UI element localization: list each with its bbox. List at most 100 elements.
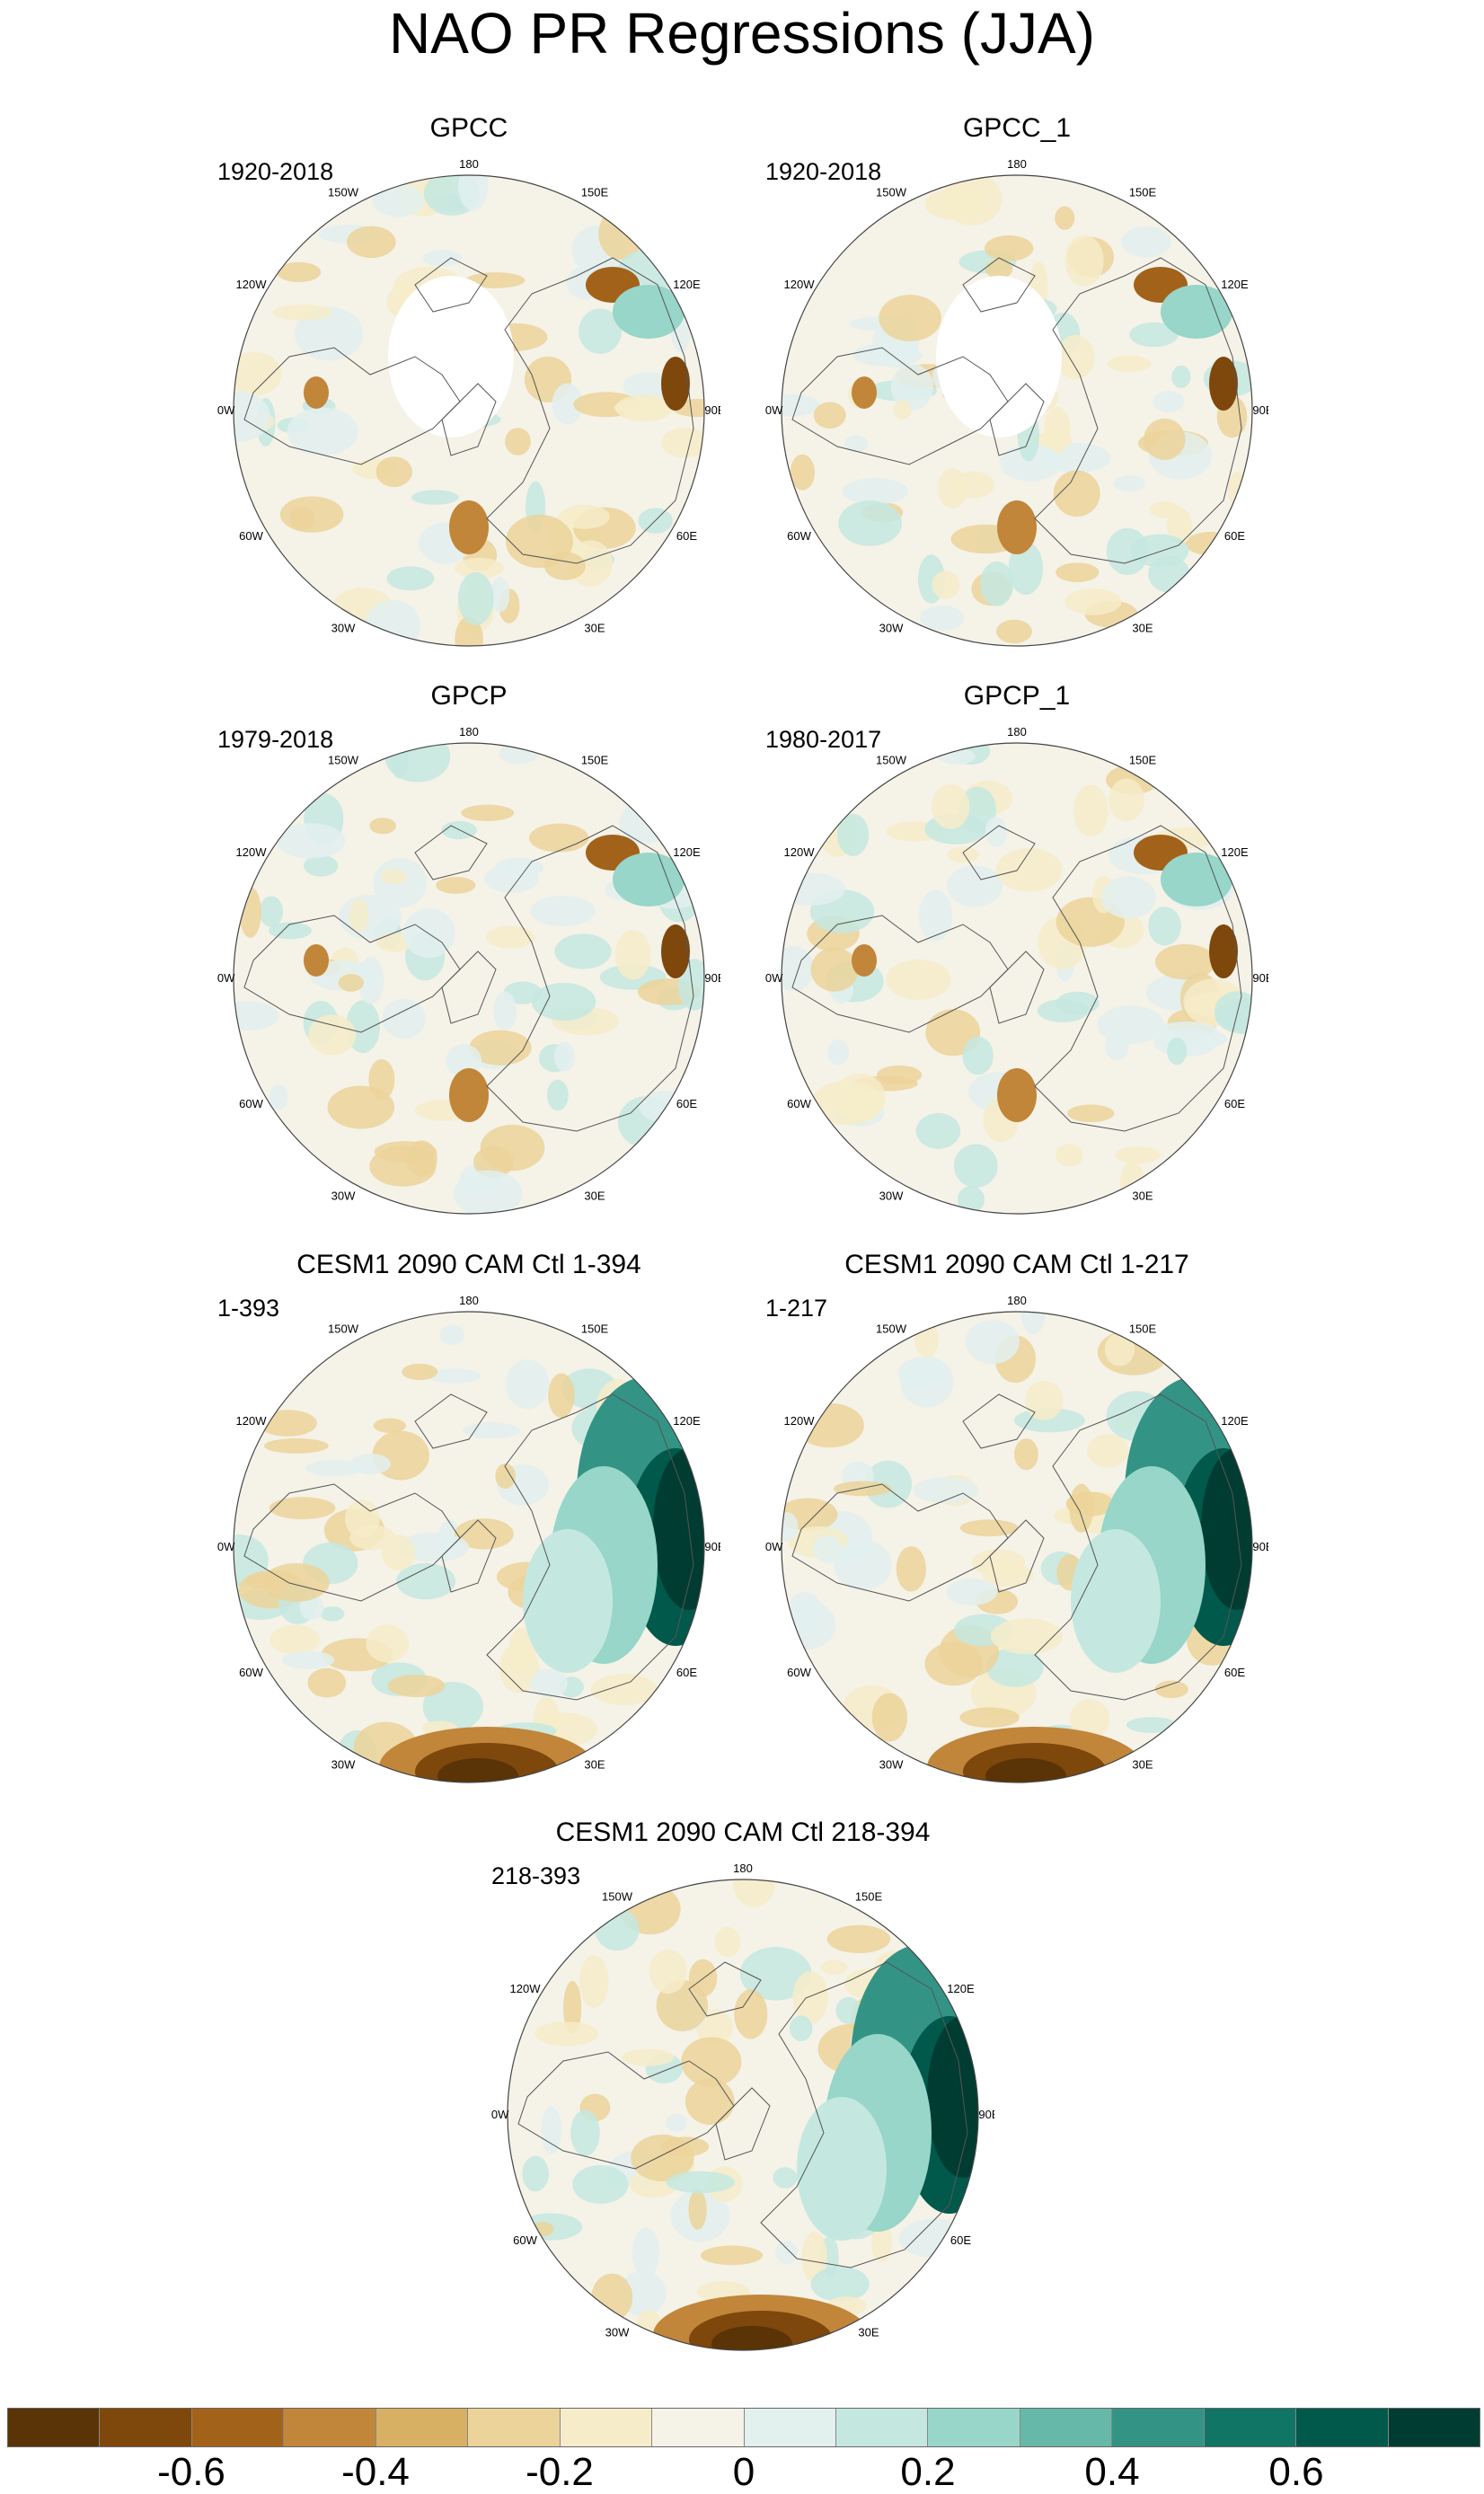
longitude-label: 90E [1252, 971, 1268, 985]
longitude-label: 60E [676, 529, 697, 543]
colorbar-swatch [560, 2409, 653, 2446]
longitude-label: 150E [855, 1890, 883, 1904]
longitude-label: 90E [704, 403, 720, 417]
colorbar-tick-label: -0.4 [341, 2450, 410, 2494]
colorbar-swatch [284, 2409, 376, 2446]
longitude-label: 120E [1221, 1414, 1249, 1428]
longitude-label: 150E [1129, 1322, 1157, 1336]
polar-map: 180 150E 120E 90E 60E 30E 0 30W 60W 90W 120W 150W [217, 725, 720, 1219]
longitude-label: 60W [239, 1666, 263, 1679]
longitude-label: 150E [581, 186, 609, 199]
map-panel-gpcc: 180 150E 120E 90E 60E 30E 0 30W 60W 90W 120W 150W G… [217, 112, 720, 651]
longitude-label: 180 [1007, 725, 1027, 738]
longitude-label: 150E [1129, 186, 1157, 199]
longitude-label: 150E [1129, 754, 1157, 767]
longitude-label: 0 [1013, 1217, 1020, 1219]
longitude-label: 60E [1224, 1666, 1245, 1679]
longitude-label: 90E [1252, 1540, 1268, 1553]
longitude-label: 30E [584, 1189, 605, 1202]
colorbar-swatch [835, 2409, 929, 2446]
panel-range: 1-393 [217, 1295, 280, 1322]
longitude-label: 30W [331, 1189, 356, 1202]
colorbar-swatch [375, 2409, 469, 2446]
longitude-label: 30E [1132, 1757, 1153, 1771]
map-panel-gpcp: 180 150E 120E 90E 60E 30E 0 30W 60W 90W 120W 150W G… [217, 680, 720, 1219]
panel-range: 1920-2018 [217, 158, 334, 185]
longitude-label: 150E [581, 754, 609, 767]
longitude-label: 30E [584, 1757, 605, 1771]
longitude-label: 60W [513, 2233, 537, 2247]
panel-title: CESM1 2090 CAM Ctl 218-394 [555, 1817, 931, 1847]
longitude-label: 120W [236, 845, 268, 859]
figure-title: NAO PR Regressions (JJA) [389, 1, 1095, 66]
longitude-label: 60E [676, 1666, 697, 1679]
colorbar-swatch [1204, 2409, 1297, 2446]
longitude-label: 120E [673, 845, 701, 859]
longitude-label: 150W [602, 1890, 633, 1904]
longitude-label: 150W [876, 754, 907, 767]
longitude-label: 90E [978, 2108, 994, 2121]
longitude-label: 90W [217, 403, 235, 417]
colorbar-tick-label: 0.2 [900, 2450, 956, 2494]
panel-range: 1920-2018 [765, 158, 882, 185]
map-panel-gpcp-1: 180 150E 120E 90E 60E 30E 0 30W 60W 90W 120W 150W G… [765, 680, 1268, 1219]
colorbar-swatch [652, 2409, 745, 2446]
longitude-label: 0 [465, 1217, 472, 1219]
longitude-label: 120W [784, 845, 816, 859]
longitude-label: 0 [465, 650, 472, 651]
longitude-label: 30W [331, 621, 356, 634]
longitude-label: 90E [704, 1540, 720, 1553]
longitude-label: 30E [1132, 1189, 1153, 1202]
colorbar-tick-label: 0 [732, 2450, 755, 2494]
longitude-label: 30W [879, 1189, 904, 1202]
polar-map: 180 150E 120E 90E 60E 30E 0 30W 60W 90W 120W 150W [217, 1294, 720, 1788]
longitude-label: 150W [328, 754, 359, 767]
longitude-label: 60W [239, 529, 263, 543]
longitude-label: 90W [765, 1540, 783, 1553]
longitude-label: 90W [217, 971, 235, 985]
map-panel-gpcc-1: 180 150E 120E 90E 60E 30E 0 30W 60W 90W 120W 150W G… [765, 112, 1268, 651]
longitude-label: 30W [605, 2325, 630, 2339]
longitude-label: 60W [787, 1666, 811, 1679]
longitude-label: 0 [465, 1786, 472, 1788]
map-panel-cesm1-1-394: 180 150E 120E 90E 60E 30E 0 30W 60W 90W 120W 150W C… [217, 1249, 720, 1788]
colorbar-swatch [1112, 2409, 1205, 2446]
panel-range: 1979-2018 [217, 726, 334, 753]
colorbar-swatch [191, 2409, 285, 2446]
longitude-label: 120E [1221, 845, 1249, 859]
polar-map: 180 150E 120E 90E 60E 30E 0 30W 60W 90W 120W 150W [217, 157, 720, 651]
colorbar-tick-label: 0.4 [1084, 2450, 1140, 2494]
longitude-label: 0 [1013, 650, 1020, 651]
polar-map: 180 150E 120E 90E 60E 30E 0 30W 60W 90W 120W 150W [765, 1294, 1268, 1788]
longitude-label: 30E [1132, 621, 1153, 634]
longitude-label: 30E [584, 621, 605, 634]
longitude-label: 120W [236, 1414, 268, 1428]
panel-title: CESM1 2090 CAM Ctl 1-217 [844, 1250, 1189, 1279]
longitude-label: 150W [328, 186, 359, 199]
polar-map: 180 150E 120E 90E 60E 30E 0 30W 60W 90W 120W 150W [765, 725, 1268, 1219]
colorbar-swatch [1296, 2409, 1389, 2446]
panel-title: GPCC [429, 113, 508, 143]
panel-range: 1980-2017 [765, 726, 882, 753]
longitude-label: 120E [1221, 278, 1249, 291]
colorbar-tick-label: -0.6 [157, 2450, 225, 2494]
colorbar-tick-label: 0.6 [1268, 2450, 1324, 2494]
longitude-label: 150W [876, 1322, 907, 1336]
longitude-label: 60E [676, 1097, 697, 1110]
longitude-label: 180 [1007, 157, 1027, 171]
longitude-label: 180 [459, 1294, 479, 1307]
longitude-label: 120W [510, 1982, 542, 1995]
polar-map: 180 150E 120E 90E 60E 30E 0 30W 60W 90W 120W 150W [765, 157, 1268, 651]
colorbar-swatch [1020, 2409, 1113, 2446]
longitude-label: 120W [784, 1414, 816, 1428]
longitude-label: 90W [765, 403, 783, 417]
longitude-label: 120E [673, 1414, 701, 1428]
longitude-label: 120W [236, 278, 268, 291]
colorbar-swatch [100, 2409, 192, 2446]
colorbar-swatch [744, 2409, 836, 2446]
longitude-label: 30E [858, 2325, 879, 2339]
panel-title: GPCP_1 [963, 681, 1071, 711]
longitude-label: 90W [217, 1540, 235, 1553]
longitude-label: 180 [1007, 1294, 1027, 1307]
longitude-label: 90E [1252, 403, 1268, 417]
